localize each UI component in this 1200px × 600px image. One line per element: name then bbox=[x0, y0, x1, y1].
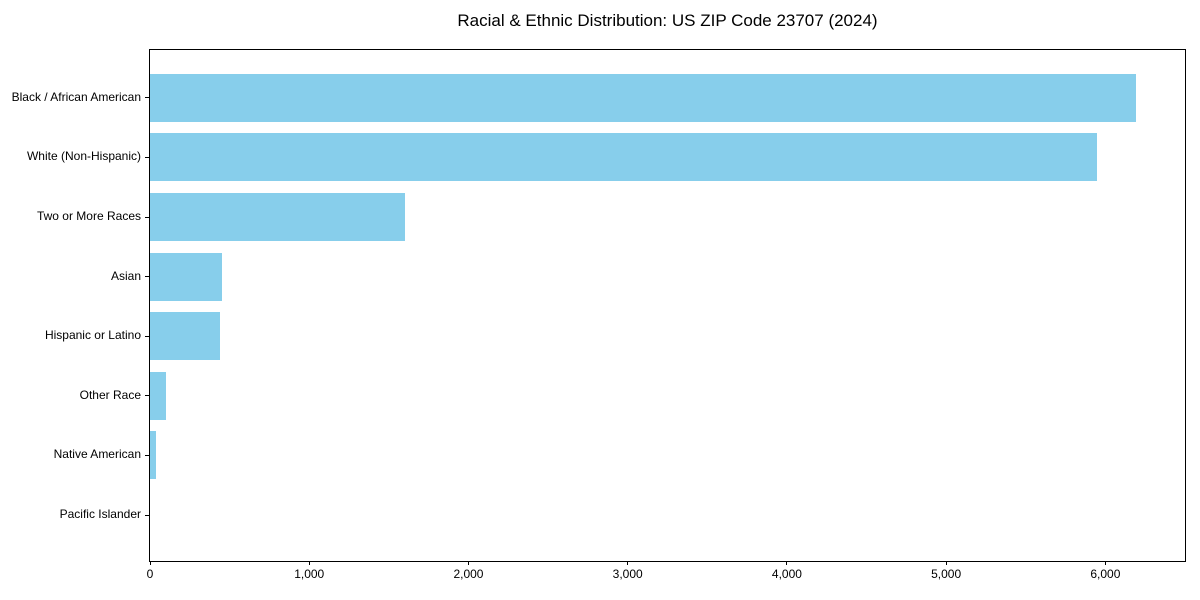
x-tick-label-3000: 3,000 bbox=[612, 567, 643, 581]
y-tick bbox=[145, 156, 149, 158]
y-tick-label-pacific-islander: Pacific Islander bbox=[59, 507, 141, 521]
y-tick bbox=[145, 335, 149, 337]
x-tick bbox=[467, 561, 469, 565]
x-tick-label-2000: 2,000 bbox=[453, 567, 484, 581]
y-tick bbox=[145, 454, 149, 456]
bar-other-race bbox=[150, 371, 166, 420]
x-tick-label-6000: 6,000 bbox=[1090, 567, 1121, 581]
y-tick-label-native-american: Native American bbox=[53, 447, 141, 462]
x-tick-label-0: 0 bbox=[146, 567, 154, 581]
y-tick-label-two-or-more-races: Two or More Races bbox=[36, 209, 141, 223]
y-tick-label-hispanic-or-latino: Hispanic or Latino bbox=[44, 328, 141, 343]
x-tick-label-4000: 4,000 bbox=[771, 567, 802, 581]
bar-hispanic-or-latino bbox=[150, 312, 221, 361]
x-tick-label-5000: 5,000 bbox=[931, 567, 962, 581]
y-tick bbox=[145, 216, 149, 218]
chart-title: Racial & Ethnic Distribution: US ZIP Cod… bbox=[457, 11, 878, 30]
bar-white-non-hispanic bbox=[150, 133, 1098, 182]
bar-asian bbox=[150, 252, 222, 301]
plot-area bbox=[145, 49, 1186, 565]
x-tick bbox=[1104, 561, 1106, 565]
y-tick-label-black-african-american: Black / African American bbox=[11, 89, 141, 104]
bar-black-african-american bbox=[150, 73, 1136, 122]
x-tick bbox=[786, 561, 788, 565]
x-tick-label-1000: 1,000 bbox=[294, 567, 325, 581]
bar-native-american bbox=[150, 431, 157, 480]
y-tick bbox=[145, 97, 149, 99]
bar-two-or-more-races bbox=[150, 193, 405, 241]
y-tick bbox=[145, 514, 149, 516]
y-tick bbox=[145, 395, 149, 397]
x-tick bbox=[149, 561, 151, 565]
y-tick-label-white-non-hispanic: White (Non-Hispanic) bbox=[26, 149, 141, 164]
y-tick-label-other-race: Other Race bbox=[79, 387, 141, 402]
x-tick bbox=[308, 561, 310, 565]
x-tick bbox=[945, 561, 947, 565]
y-tick-label-asian: Asian bbox=[110, 268, 141, 283]
y-tick bbox=[145, 276, 149, 278]
x-tick bbox=[627, 561, 629, 565]
